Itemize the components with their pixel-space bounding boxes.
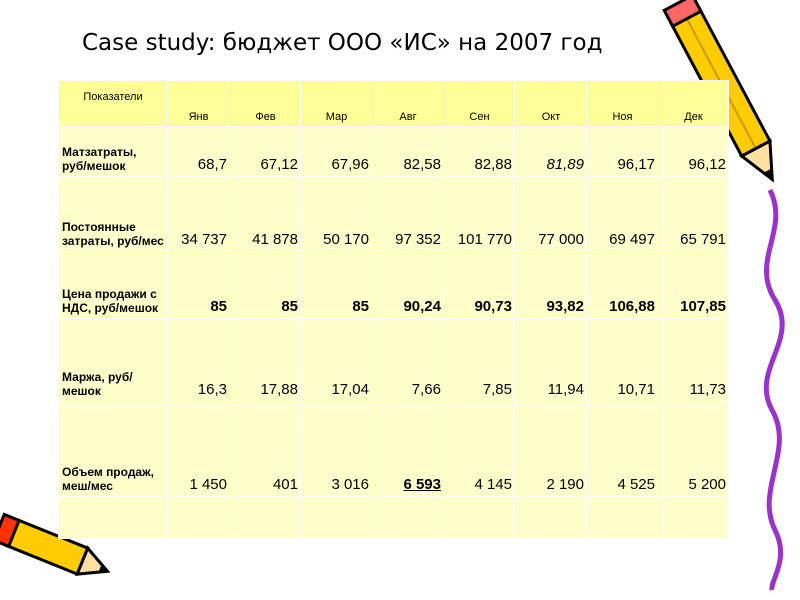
pencil-bottom (0, 512, 111, 577)
value-cell: 93,82 (514, 251, 587, 319)
header-cell: Янв (166, 80, 230, 127)
empty-cell (371, 496, 444, 539)
value-cell: 85 (229, 251, 301, 319)
empty-cell (657, 496, 729, 539)
value-cell: 85 (166, 251, 230, 319)
value-cell: 5 200 (657, 401, 729, 497)
value-cell: 67,96 (300, 126, 372, 177)
value-cell: 69 497 (586, 176, 658, 252)
header-cell: Окт (514, 80, 587, 127)
header-cell: Ноя (586, 80, 658, 127)
value-cell: 4 525 (586, 401, 658, 497)
value-cell: 65 791 (657, 176, 729, 252)
value-cell: 17,88 (229, 318, 301, 402)
value-cell: 6 593 (371, 401, 444, 497)
empty-cell (300, 496, 372, 539)
row-label: Матзатраты, руб/мешок (58, 126, 167, 177)
header-cell: Мар (300, 80, 372, 127)
value-cell: 11,94 (514, 318, 587, 402)
table-row: Цена продажи с НДС, руб/мешок 85 85 85 90,24… (58, 251, 729, 319)
budget-table: Показатели Янв Фев Мар Авг Сен Окт Ноя Дек Матза… (58, 80, 729, 539)
value-cell: 16,3 (166, 318, 230, 402)
row-label: Постоянные затраты, руб/мес (58, 176, 167, 252)
empty-cell (443, 496, 515, 539)
value-cell: 4 145 (443, 401, 515, 497)
value-cell: 17,04 (300, 318, 372, 402)
value-cell: 3 016 (300, 401, 372, 497)
row-label: Маржа, руб/мешок (58, 318, 167, 402)
value-cell: 106,88 (586, 251, 658, 319)
squiggle (763, 188, 785, 591)
row-label: Объем продаж, меш/мес (58, 401, 167, 497)
value-cell: 77 000 (514, 176, 587, 252)
table-row: Объем продаж, меш/мес 1 450 401 3 016 6 593 4… (58, 401, 729, 497)
value-cell: 401 (229, 401, 301, 497)
header-cell: Авг (371, 80, 444, 127)
empty-row (58, 496, 729, 539)
value-cell: 7,85 (443, 318, 515, 402)
value-cell: 41 878 (229, 176, 301, 252)
value-cell: 2 190 (514, 401, 587, 497)
value-cell: 96,12 (657, 126, 729, 177)
header-cell: Фев (229, 80, 301, 127)
value-cell: 7,66 (371, 318, 444, 402)
value-cell: 97 352 (371, 176, 444, 252)
table-row: Матзатраты, руб/мешок 68,7 67,12 67,96 82,58… (58, 126, 729, 177)
value-cell: 1 450 (166, 401, 230, 497)
value-cell: 67,12 (229, 126, 301, 177)
table-row: Маржа, руб/мешок 16,3 17,88 17,04 7,66 7,85 11… (58, 318, 729, 402)
value-cell: 82,58 (371, 126, 444, 177)
value-cell: 11,73 (657, 318, 729, 402)
row-label: Цена продажи с НДС, руб/мешок (58, 251, 167, 319)
table-row: Постоянные затраты, руб/мес 34 737 41 878 5… (58, 176, 729, 252)
header-cell: Дек (657, 80, 729, 127)
value-cell: 34 737 (166, 176, 230, 252)
empty-cell (229, 496, 301, 539)
value-cell: 85 (300, 251, 372, 319)
value-cell: 101 770 (443, 176, 515, 252)
value-cell: 107,85 (657, 251, 729, 319)
header-cell: Сен (443, 80, 515, 127)
empty-cell (514, 496, 587, 539)
header-row: Показатели Янв Фев Мар Авг Сен Окт Ноя Дек (58, 80, 729, 127)
value-cell: 68,7 (166, 126, 230, 177)
empty-cell (58, 496, 167, 539)
value-cell: 90,24 (371, 251, 444, 319)
value-cell: 90,73 (443, 251, 515, 319)
value-cell: 82,88 (443, 126, 515, 177)
value-cell: 10,71 (586, 318, 658, 402)
empty-cell (586, 496, 658, 539)
slide-title: Case study: бюджет ООО «ИС» на 2007 год (82, 30, 603, 56)
value-cell: 81,89 (514, 126, 587, 177)
value-cell: 96,17 (586, 126, 658, 177)
header-cell: Показатели (58, 80, 167, 127)
empty-cell (166, 496, 230, 539)
value-cell: 50 170 (300, 176, 372, 252)
